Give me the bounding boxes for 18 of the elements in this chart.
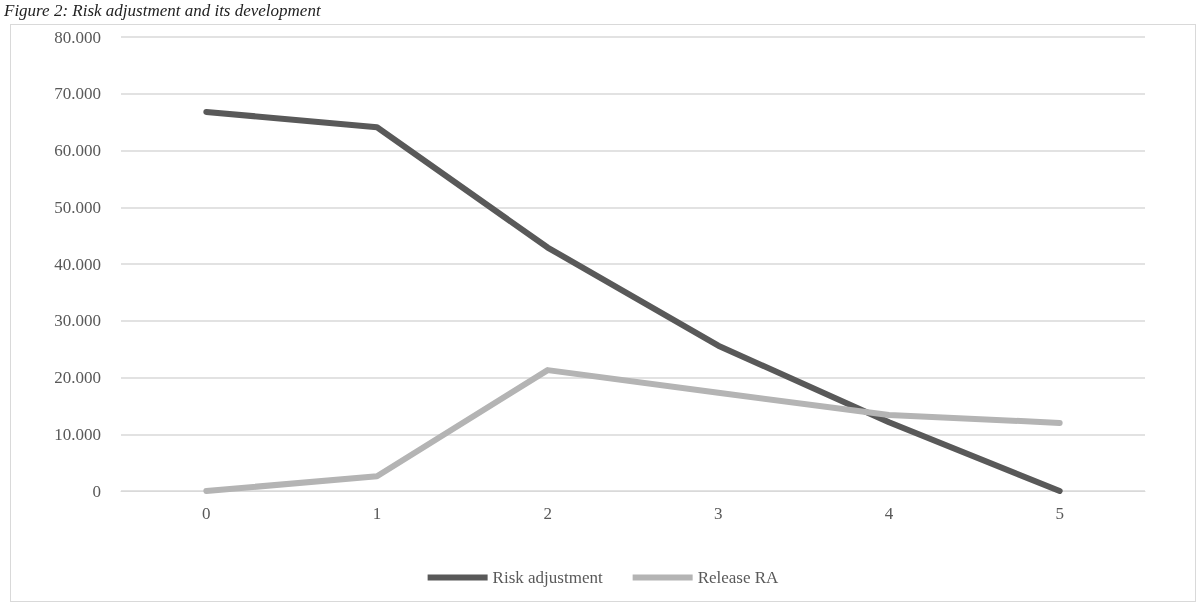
x-tick-label: 1 [372,504,382,523]
y-tick-label: 20.000 [54,368,101,387]
y-tick-label: 50.000 [54,197,101,217]
x-tick-label: 3 [714,504,723,523]
legend-label: Risk adjustment [492,568,603,587]
y-tick-label: 60.000 [54,141,101,160]
y-tick-label: 0 [92,481,101,501]
x-tick-label: 5 [1055,504,1064,523]
y-tick-label: 70.000 [54,84,101,104]
x-tick-label: 4 [884,504,894,523]
y-tick-label: 30.000 [54,311,101,331]
y-tick-label: 10.000 [54,424,101,444]
x-tick-label: 2 [543,504,552,523]
chart-title: Figure 2: Risk adjustment and its development [4,0,321,22]
y-tick-label: 80.000 [54,27,101,47]
y-tick-label: 40.000 [54,254,101,274]
legend-label: Release RA [697,568,780,587]
x-tick-label: 0 [202,504,211,523]
